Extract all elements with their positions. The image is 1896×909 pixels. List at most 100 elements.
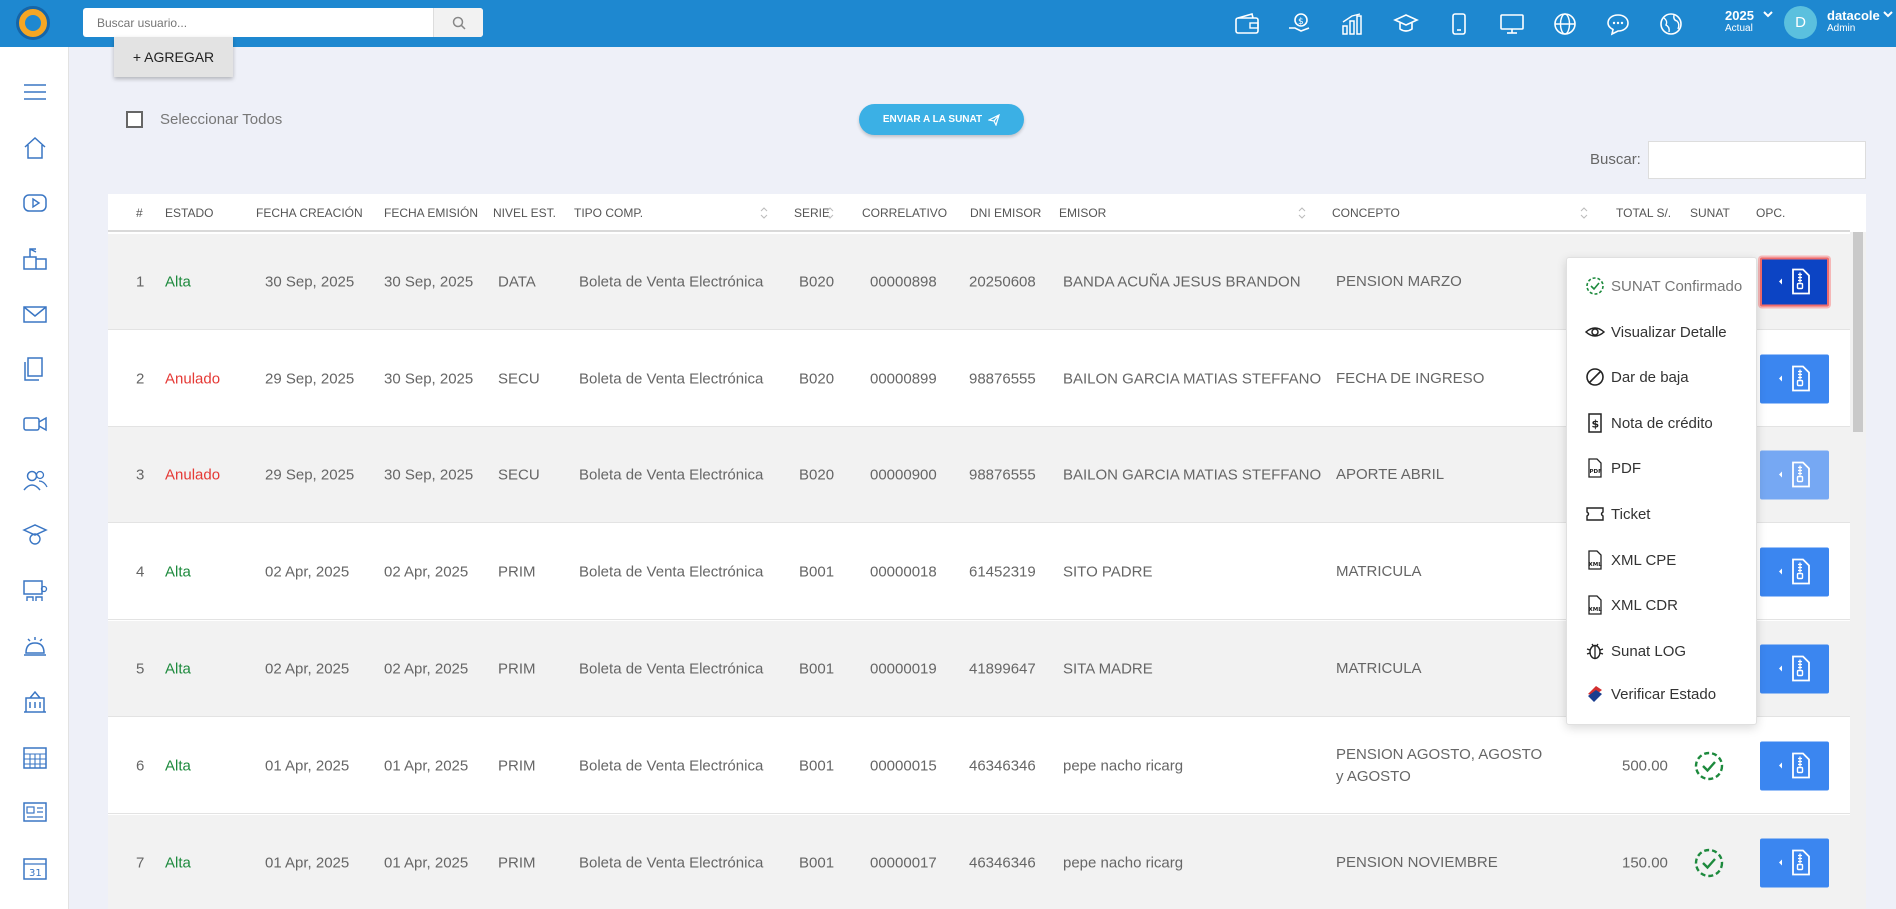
newspaper-icon[interactable] <box>20 797 50 827</box>
dropdown-item-nota-credito[interactable]: $ Nota de crédito <box>1585 410 1713 436</box>
scrollbar[interactable] <box>1850 232 1866 909</box>
scrollbar-thumb[interactable] <box>1853 232 1863 432</box>
dropdown-label: Ticket <box>1611 505 1651 523</box>
dollar-receipt-icon: $ <box>1585 413 1605 433</box>
graduation-icon[interactable] <box>20 520 50 550</box>
search-button[interactable] <box>433 8 483 37</box>
options-button[interactable] <box>1760 547 1829 596</box>
row-total: 500.00 <box>1622 757 1668 774</box>
row-estado: Alta <box>165 273 191 290</box>
col-sunat[interactable]: SUNAT <box>1690 206 1730 220</box>
dropdown-item-verificar-estado[interactable]: Verificar Estado <box>1585 681 1716 707</box>
row-dni: 61452319 <box>969 563 1036 580</box>
table-row[interactable]: 3 Anulado 29 Sep, 2025 30 Sep, 2025 SECU Bole… <box>108 427 1850 523</box>
row-correlativo: 00000900 <box>870 466 937 483</box>
sunat-confirmed-icon <box>1694 848 1724 877</box>
col-tipo[interactable]: TIPO COMP. <box>574 206 644 220</box>
sort-icon[interactable] <box>760 206 768 220</box>
col-total[interactable]: TOTAL S/. <box>1616 206 1672 220</box>
col-estado[interactable]: ESTADO <box>165 206 214 220</box>
row-fecha-creacion: 30 Sep, 2025 <box>265 273 355 290</box>
graduation-cap-icon[interactable] <box>1379 8 1432 40</box>
globe-icon[interactable] <box>1538 8 1591 40</box>
table-row[interactable]: 6 Alta 01 Apr, 2025 01 Apr, 2025 PRIM Boleta … <box>108 718 1850 814</box>
users-icon[interactable] <box>20 465 50 495</box>
col-fecha-emision[interactable]: FECHA EMISIÓN <box>384 206 479 220</box>
bell-icon[interactable] <box>20 631 50 661</box>
eye-icon <box>1585 322 1605 342</box>
envelope-icon[interactable] <box>20 299 50 329</box>
select-all[interactable]: Seleccionar Todos <box>126 111 282 128</box>
dropdown-item-sunat-log[interactable]: Sunat LOG <box>1585 638 1686 664</box>
classroom-icon[interactable] <box>20 576 50 606</box>
add-button[interactable]: + AGREGAR <box>114 37 233 77</box>
dropdown-item-xml-cpe[interactable]: XML XML CPE <box>1585 547 1676 573</box>
dropdown-item-pdf[interactable]: PDF PDF <box>1585 455 1641 481</box>
video-play-icon[interactable] <box>20 188 50 218</box>
dropdown-item-sunat-confirmado[interactable]: SUNAT Confirmado <box>1585 273 1742 299</box>
options-button[interactable] <box>1760 354 1829 403</box>
options-button[interactable] <box>1760 450 1829 499</box>
filter-input[interactable] <box>1648 141 1866 179</box>
dropdown-item-ticket[interactable]: Ticket <box>1585 501 1650 527</box>
col-serie[interactable]: SERIE <box>794 206 831 220</box>
row-number: 6 <box>136 757 145 774</box>
col-dni-emisor[interactable]: DNI EMISOR <box>970 206 1042 220</box>
dropdown-item-xml-cdr[interactable]: XML XML CDR <box>1585 592 1678 618</box>
documents-icon[interactable] <box>20 354 50 384</box>
sort-icon[interactable] <box>1298 206 1306 220</box>
calendar-31-icon[interactable]: 31 <box>20 853 50 883</box>
send-sunat-label: ENVIAR A LA SUNAT <box>882 114 983 125</box>
home-icon[interactable] <box>20 133 50 163</box>
row-tipo: Boleta de Venta Electrónica <box>579 273 764 290</box>
svg-text:PDF: PDF <box>1590 469 1603 475</box>
money-hand-icon[interactable]: $ <box>1273 8 1326 40</box>
options-button[interactable] <box>1760 741 1829 790</box>
col-number[interactable]: # <box>136 206 143 220</box>
avatar[interactable]: D <box>1784 6 1817 39</box>
col-concepto[interactable]: CONCEPTO <box>1332 206 1400 220</box>
user-search-input[interactable] <box>83 8 433 37</box>
dropdown-item-visualizar[interactable]: Visualizar Detalle <box>1585 319 1727 345</box>
options-button[interactable] <box>1760 257 1829 306</box>
options-button[interactable] <box>1760 838 1829 887</box>
col-opc[interactable]: OPC. <box>1756 206 1786 220</box>
col-correlativo[interactable]: CORRELATIVO <box>862 206 948 220</box>
chevron-down-icon[interactable] <box>1882 9 1894 19</box>
send-sunat-button[interactable]: ENVIAR A LA SUNAT <box>859 104 1024 135</box>
monitor-icon[interactable] <box>1485 8 1538 40</box>
user-menu[interactable]: datacole Admin <box>1827 8 1880 34</box>
col-emisor[interactable]: EMISOR <box>1059 206 1107 220</box>
row-dni: 46346346 <box>969 757 1036 774</box>
mailbox-icon[interactable] <box>20 243 50 273</box>
menu-icon[interactable] <box>20 77 50 107</box>
video-camera-icon[interactable] <box>20 409 50 439</box>
table-row[interactable]: 4 Alta 02 Apr, 2025 02 Apr, 2025 PRIM Boleta … <box>108 524 1850 620</box>
col-nivel[interactable]: NIVEL EST. <box>493 206 556 220</box>
row-fecha-emision: 02 Apr, 2025 <box>384 660 469 677</box>
dropdown-label: XML CDR <box>1611 596 1678 614</box>
calendar-grid-icon[interactable] <box>20 742 50 772</box>
chat-icon[interactable] <box>1591 8 1644 40</box>
row-estado: Alta <box>165 563 191 580</box>
row-concepto: MATRICULA <box>1336 562 1422 580</box>
app-logo[interactable] <box>16 6 50 40</box>
sort-icon[interactable] <box>826 206 834 220</box>
table-row[interactable]: 2 Anulado 29 Sep, 2025 30 Sep, 2025 SECU Bole… <box>108 331 1850 427</box>
col-fecha-creacion[interactable]: FECHA CREACIÓN <box>256 206 363 220</box>
table-row[interactable]: 7 Alta 01 Apr, 2025 01 Apr, 2025 PRIM Boleta … <box>108 815 1850 909</box>
dropdown-item-dar-de-baja[interactable]: Dar de baja <box>1585 364 1689 390</box>
table-row[interactable]: 5 Alta 02 Apr, 2025 02 Apr, 2025 PRIM Boleta … <box>108 621 1850 717</box>
phone-icon[interactable] <box>1432 8 1485 40</box>
table-row[interactable]: 1 Alta 30 Sep, 2025 30 Sep, 2025 DATA Boleta … <box>108 234 1850 330</box>
chevron-down-icon[interactable] <box>1762 9 1774 19</box>
select-all-checkbox[interactable] <box>126 111 143 128</box>
wallet-icon[interactable] <box>1220 8 1273 40</box>
bar-chart-icon[interactable] <box>1326 8 1379 40</box>
world-icon[interactable] <box>1644 8 1697 40</box>
year-selector[interactable]: 2025 Actual <box>1725 8 1754 34</box>
building-icon[interactable] <box>20 686 50 716</box>
row-serie: B001 <box>799 854 835 871</box>
sort-icon[interactable] <box>1580 206 1588 220</box>
options-button[interactable] <box>1760 644 1829 693</box>
